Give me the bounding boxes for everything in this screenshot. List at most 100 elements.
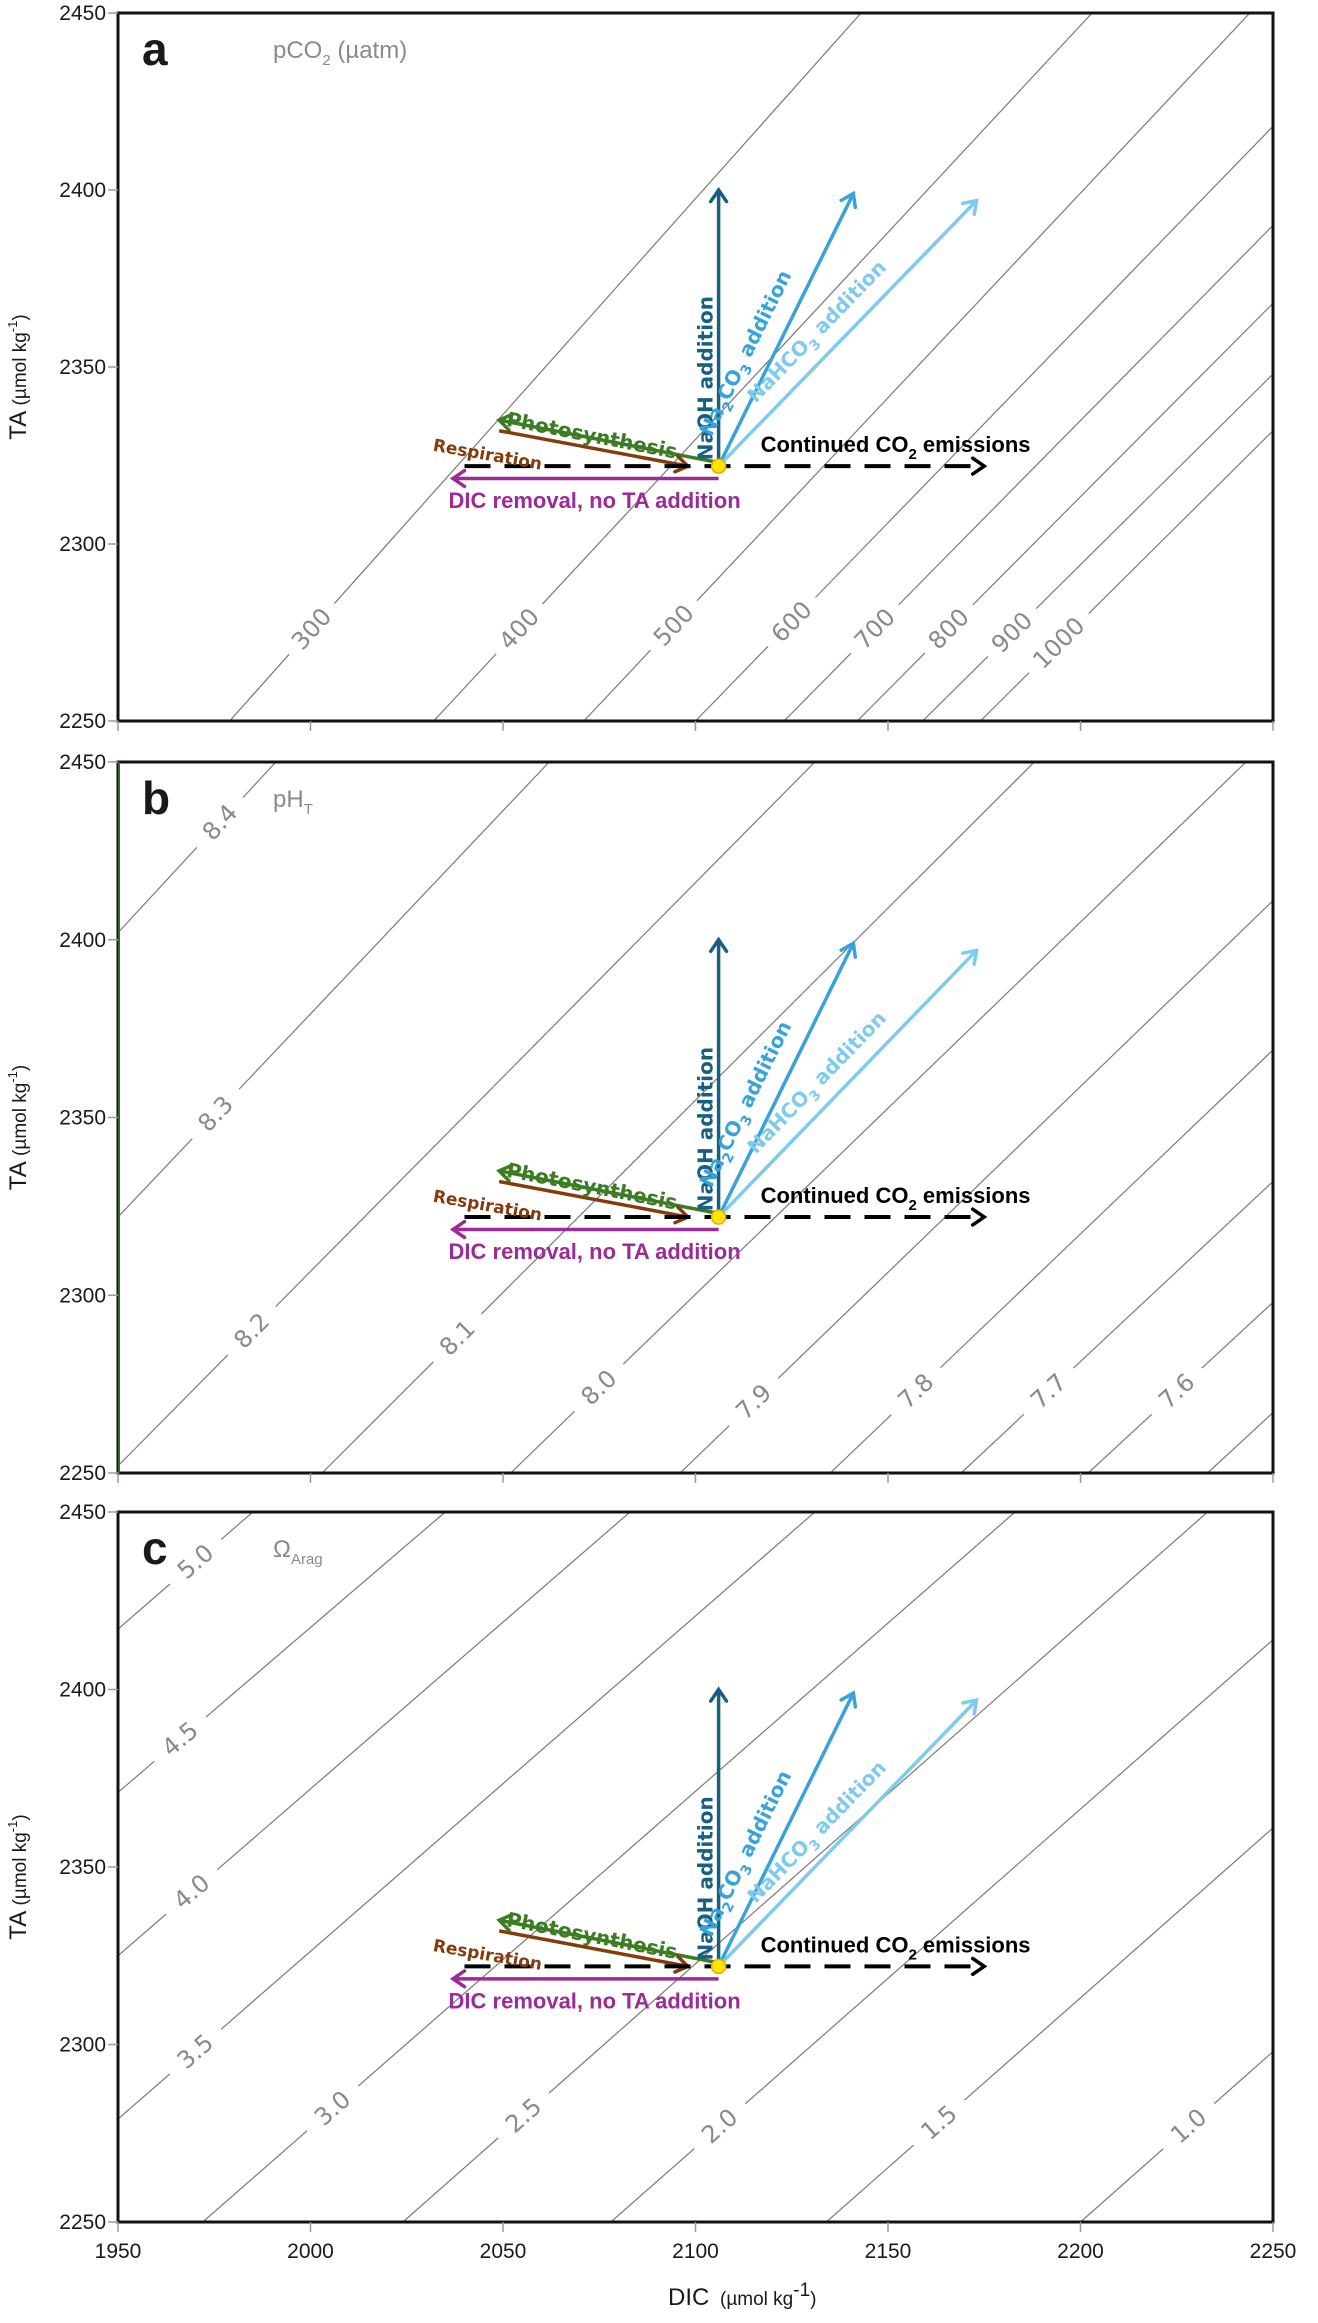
vector-photosynthesis <box>498 418 719 465</box>
vector-respiration <box>498 1929 689 1969</box>
x-tick-label: 2150 <box>865 2240 912 2263</box>
contour-line-a <box>541 13 1093 605</box>
contour-line-c <box>1080 2148 1164 2222</box>
start-point <box>710 1209 727 1225</box>
label-dic-removal: DIC removal, no TA addition <box>449 488 741 513</box>
contour-line-a <box>898 224 1273 606</box>
vector-na2co3 <box>717 192 855 467</box>
y-tick-label: 2350 <box>59 1856 106 1879</box>
contour-line-a <box>433 653 497 721</box>
label-dic-removal: DIC removal, no TA addition <box>449 1988 741 2013</box>
contour-line-a <box>979 672 1030 721</box>
contour-group <box>229 13 1273 721</box>
contour-label: 1.5 <box>915 2100 962 2146</box>
vector-na2co3 <box>717 942 855 1218</box>
y-tick-label: 2250 <box>59 2211 106 2234</box>
contour-label: 4.0 <box>168 1869 215 1915</box>
label-naoh-addition: NaOH addition <box>694 1796 718 1960</box>
vector-photosynthesis <box>498 1918 719 1965</box>
panel-letter: b <box>142 772 170 824</box>
contour-line-c <box>118 1760 155 1793</box>
y-axis-title: TA (µmol kg-1) <box>5 1065 32 1190</box>
contour-line-a <box>1035 373 1273 610</box>
contour-line-a <box>695 645 769 721</box>
contour-line-b <box>777 900 1273 1379</box>
arrowhead-icon <box>708 186 729 204</box>
arrowhead-icon <box>496 412 514 432</box>
contour-line-a <box>815 125 1273 598</box>
contour-line-c <box>118 1913 167 1957</box>
contour-label: 300 <box>286 603 337 656</box>
y-axis-title: TA (µmol kg-1) <box>5 1814 32 1939</box>
vector-respiration <box>498 429 689 468</box>
contour-line-b <box>1207 1412 1273 1473</box>
label-respiration: Respiration <box>431 1187 543 1226</box>
label-naoh-addition: NaOH addition <box>694 296 718 460</box>
start-point <box>710 458 727 474</box>
contour-line-a <box>1088 430 1273 614</box>
contour-line-b <box>242 762 277 798</box>
contour-label: 3.0 <box>309 2085 356 2131</box>
panel-a: 300 400 500 600 700 800 9001000225023002350240… <box>5 2 1275 733</box>
x-tick-label: 2100 <box>672 2240 719 2263</box>
vector-nahco3 <box>717 949 978 1219</box>
contour-line-b <box>622 762 1247 1365</box>
contour-label: 700 <box>849 603 901 655</box>
contour-label: 7.8 <box>892 1368 939 1415</box>
contour-line-b <box>118 1138 193 1218</box>
y-tick-label: 2450 <box>59 751 106 774</box>
contour-label: 8.2 <box>228 1307 275 1354</box>
contour-label: 5.0 <box>172 1539 219 1585</box>
y-axis-title: TA (µmol kg-1) <box>5 314 32 439</box>
arrowhead-icon <box>961 1697 979 1716</box>
label-dic-removal: DIC removal, no TA addition <box>449 1239 741 1264</box>
contour-line-b <box>1073 1181 1273 1369</box>
y-tick-label: 2300 <box>59 533 106 556</box>
panel-letter: a <box>142 23 168 75</box>
arrowhead-icon <box>496 1163 514 1183</box>
arrowhead-icon <box>449 1219 467 1240</box>
y-tick-label: 2400 <box>59 929 106 952</box>
y-tick-label: 2450 <box>59 2 106 25</box>
contour-line-a <box>783 652 852 721</box>
contour-line-a <box>333 13 862 604</box>
contour-line-b <box>960 1414 1025 1473</box>
arrowhead-icon <box>708 936 729 954</box>
contour-line-c <box>402 2137 499 2222</box>
contour-line-a <box>972 302 1273 606</box>
contour-label: 7.6 <box>1153 1368 1200 1414</box>
contour-line-c <box>220 1512 254 1540</box>
vector-nahco3 <box>717 199 978 468</box>
contour-label: 400 <box>493 603 545 656</box>
contour-label: 1.0 <box>1165 2103 1212 2149</box>
vector-na2co3 <box>717 1692 855 1968</box>
vector-nahco3 <box>717 1698 978 1968</box>
contour-group <box>118 762 1273 1473</box>
y-tick-label: 2350 <box>59 1107 106 1130</box>
arrowhead-icon <box>961 198 979 217</box>
panel-variable-title: pHT <box>273 786 313 818</box>
contour-line-c <box>826 2144 914 2222</box>
contour-line-c <box>964 1827 1273 2101</box>
contour-label: 2.0 <box>696 2103 743 2149</box>
contour-line-b <box>510 1410 575 1473</box>
panel-letter: c <box>142 1522 168 1574</box>
x-tick-label: 2250 <box>1250 2240 1297 2263</box>
arrowhead-icon <box>839 190 858 210</box>
contour-label: 4.5 <box>157 1716 204 1762</box>
arrowhead-icon <box>970 1956 988 1977</box>
contour-line-a <box>229 653 290 721</box>
contour-line-b <box>829 1414 892 1473</box>
y-tick-label: 2400 <box>59 1679 106 1702</box>
contour-label: 7.9 <box>730 1379 777 1426</box>
panel-variable-title: ΩArag <box>273 1536 323 1568</box>
vector-respiration <box>498 1179 689 1219</box>
contour-group <box>118 1512 1273 2222</box>
y-tick-label: 2450 <box>59 1501 106 1524</box>
x-tick-label: 2050 <box>480 2240 527 2263</box>
arrowhead-icon <box>839 1690 858 1709</box>
label-respiration: Respiration <box>431 1936 543 1975</box>
